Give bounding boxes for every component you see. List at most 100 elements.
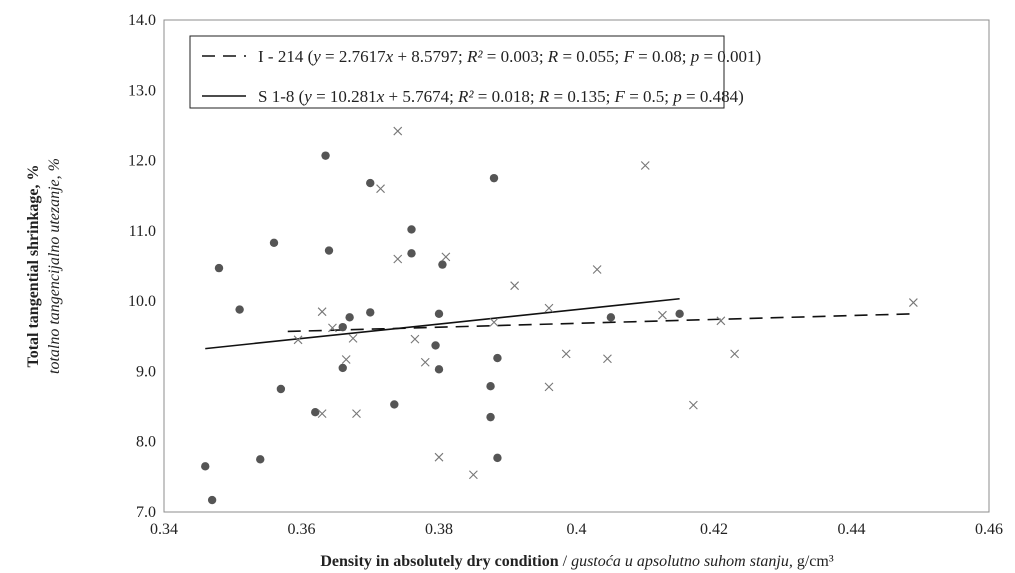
y-tick-label: 9.0: [136, 363, 156, 380]
data-point-s18: [393, 254, 403, 264]
legend-equation-part: x: [385, 47, 394, 66]
legend-entry-s18: S 1-8 (y = 10.281x + 5.7674; R² = 0.018;…: [258, 87, 744, 106]
data-point-i214: [390, 400, 399, 409]
data-point-i214: [235, 305, 244, 314]
y-tick-label: 8.0: [136, 434, 156, 451]
data-point-s18: [908, 298, 918, 307]
data-point-i214: [606, 313, 616, 322]
x-tick-label: 0.36: [288, 521, 316, 538]
legend-equation-part: y: [302, 87, 312, 106]
x-axis-title-english: Density in absolutely dry condition: [320, 553, 558, 570]
data-point-i214: [486, 381, 495, 391]
legend-equation-part: R²: [466, 47, 483, 66]
y-tick-label: 12.0: [128, 153, 156, 170]
x-tick-label: 0.38: [425, 521, 453, 538]
legend-equation-part: R²: [457, 87, 474, 106]
x-tick-label: 0.46: [975, 521, 1003, 538]
legend-equation-part: R: [547, 47, 559, 66]
x-tick-label: 0.42: [700, 521, 728, 538]
data-point-i214: [434, 365, 444, 374]
data-point-i214: [434, 309, 444, 318]
data-point-i214: [321, 151, 330, 160]
y-tick-label: 11.0: [129, 223, 156, 240]
legend-equation-part: = 0.08;: [634, 47, 691, 66]
data-point-s18: [293, 335, 303, 345]
data-point-i214: [675, 309, 684, 318]
data-point-s18: [328, 323, 337, 333]
y-tick-label: 14.0: [128, 12, 156, 29]
data-point-i214: [407, 249, 416, 258]
data-point-s18: [561, 349, 571, 359]
legend-equation-part: = 0.484): [682, 87, 744, 106]
data-point-s18: [410, 334, 420, 344]
legend-equation-part: = 0.135;: [549, 87, 614, 106]
data-point-i214: [438, 260, 447, 269]
data-point-i214: [338, 322, 347, 332]
legend-series-name: I - 214: [258, 47, 304, 66]
legend-equation-part: p: [672, 87, 682, 106]
data-point-i214: [207, 495, 217, 505]
y-axis-ticks: 7.0 8.0 9.0 10.0 11.0 12.0 13.0 14.0: [128, 12, 156, 521]
y-tick-label: 10.0: [128, 293, 156, 310]
legend-equation-part: + 8.5797;: [393, 47, 467, 66]
data-point-i214: [201, 462, 210, 471]
data-markers: [201, 126, 918, 505]
legend: I - 214 (y = 2.7617x + 8.5797; R² = 0.00…: [189, 35, 761, 109]
data-point-s18: [544, 382, 554, 392]
legend-entry-i214: I - 214 (y = 2.7617x + 8.5797; R² = 0.00…: [258, 47, 761, 66]
data-point-s18: [376, 184, 385, 194]
legend-equation-part: F: [623, 47, 635, 66]
legend-equation-part: = 0.003;: [482, 47, 547, 66]
x-tick-label: 0.44: [838, 521, 866, 538]
plot-frame: [163, 19, 990, 513]
data-point-s18: [420, 357, 430, 367]
legend-equation-part: = 2.7617: [321, 47, 386, 66]
data-point-i214: [493, 453, 502, 463]
legend-equation-part: p: [690, 47, 700, 66]
data-point-s18: [592, 265, 602, 274]
x-tick-label: 0.4: [567, 521, 587, 538]
legend-equation-part: x: [376, 87, 385, 106]
data-point-s18: [434, 452, 444, 462]
data-point-s18: [716, 316, 726, 326]
x-axis-title-separator: /: [559, 553, 571, 570]
trend-line-i214: [287, 313, 914, 333]
legend-equation-part: F: [614, 87, 626, 106]
data-point-i214: [366, 178, 375, 188]
legend-equation-part: + 5.7674;: [384, 87, 458, 106]
data-point-i214: [407, 225, 416, 234]
data-point-s18: [603, 354, 612, 364]
legend-equation-part: = 0.001): [699, 47, 761, 66]
legend-equation-part: y: [311, 47, 321, 66]
data-point-s18: [348, 334, 358, 343]
data-point-i214: [366, 308, 375, 317]
data-point-s18: [544, 303, 554, 313]
legend-box: [189, 35, 725, 109]
x-axis-title: Density in absolutely dry condition / gu…: [320, 553, 834, 570]
trend-lines: [205, 297, 914, 350]
data-point-i214: [431, 341, 440, 350]
data-point-s18: [393, 126, 403, 136]
data-point-s18: [688, 400, 698, 410]
data-point-i214: [489, 173, 499, 183]
legend-series-name: S 1-8: [258, 87, 294, 106]
data-point-i214: [214, 263, 224, 273]
data-point-s18: [352, 409, 361, 418]
data-point-i214: [256, 455, 265, 464]
y-tick-label: 13.0: [128, 82, 156, 99]
y-axis-title-english: Total tangential shrinkage, %: [25, 165, 42, 368]
data-point-s18: [658, 310, 667, 320]
data-point-s18: [317, 307, 327, 317]
data-point-s18: [510, 281, 520, 291]
data-point-i214: [486, 412, 495, 422]
data-point-s18: [730, 349, 740, 359]
legend-equation-part: = 0.5;: [625, 87, 673, 106]
data-point-i214: [269, 238, 279, 248]
data-point-i214: [493, 353, 502, 363]
legend-equation-part: = 0.055;: [558, 47, 623, 66]
data-point-s18: [489, 317, 499, 327]
data-point-s18: [317, 409, 327, 418]
data-point-s18: [468, 470, 478, 480]
trend-line-s18: [205, 297, 680, 350]
